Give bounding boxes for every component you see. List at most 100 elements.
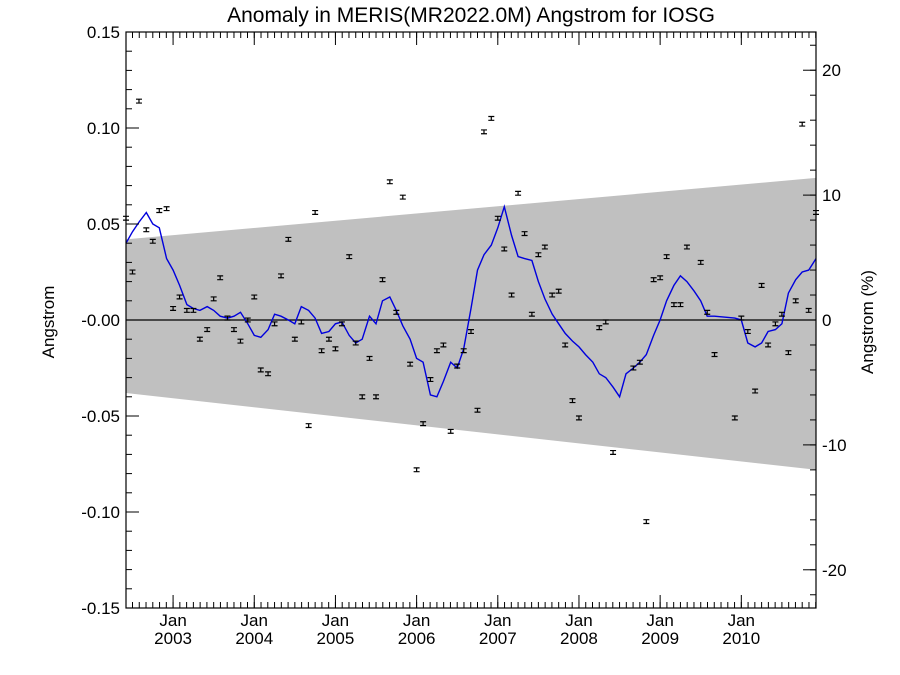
data-point xyxy=(494,215,501,221)
data-point xyxy=(460,348,467,354)
data-point xyxy=(799,121,806,127)
x-tick-year-label: 2004 xyxy=(235,629,273,648)
data-point xyxy=(508,292,515,298)
data-point xyxy=(413,467,420,473)
data-point xyxy=(278,273,285,279)
y2-tick-label: -10 xyxy=(822,436,847,455)
y2-tick-label: -20 xyxy=(822,561,847,580)
y-tick-label: -0.10 xyxy=(81,503,120,522)
data-point xyxy=(176,294,183,300)
data-point xyxy=(596,325,603,331)
x-tick-month-label: Jan xyxy=(484,611,511,630)
data-point xyxy=(528,311,535,317)
data-point xyxy=(569,398,576,404)
x-tick-month-label: Jan xyxy=(159,611,186,630)
data-point xyxy=(170,305,177,311)
data-point xyxy=(752,388,759,394)
data-point xyxy=(549,292,556,298)
x-tick-month-label: Jan xyxy=(728,611,755,630)
x-tick-year-label: 2008 xyxy=(560,629,598,648)
x-tick-year-label: 2007 xyxy=(479,629,517,648)
data-point xyxy=(711,352,718,358)
data-point xyxy=(291,336,298,342)
data-point xyxy=(265,371,272,377)
data-point xyxy=(285,236,292,242)
data-point xyxy=(636,359,643,365)
data-point xyxy=(210,296,217,302)
data-point xyxy=(196,336,203,342)
data-point xyxy=(298,319,305,325)
data-point xyxy=(610,449,617,455)
data-point xyxy=(602,319,609,325)
data-point xyxy=(630,365,637,371)
data-point xyxy=(251,294,258,300)
data-point xyxy=(359,394,366,400)
data-point xyxy=(190,307,197,313)
plot-area: 0.150.100.05-0.00-0.05-0.10-0.1520100-10… xyxy=(81,23,846,648)
x-tick-month-label: Jan xyxy=(322,611,349,630)
y2-tick-label: 0 xyxy=(822,311,831,330)
x-tick-year-label: 2010 xyxy=(722,629,760,648)
data-point xyxy=(163,206,170,212)
data-point xyxy=(420,421,427,427)
data-point xyxy=(312,209,319,215)
data-point xyxy=(156,208,163,214)
y-tick-label: 0.10 xyxy=(87,119,120,138)
data-point xyxy=(338,321,345,327)
data-point xyxy=(440,342,447,348)
data-point xyxy=(677,302,684,308)
data-point xyxy=(332,346,339,352)
data-point xyxy=(379,277,386,283)
data-point xyxy=(129,269,136,275)
data-point xyxy=(135,98,142,104)
data-point xyxy=(204,327,211,333)
data-point xyxy=(325,336,332,342)
x-tick-year-label: 2006 xyxy=(398,629,436,648)
data-point xyxy=(488,115,495,121)
data-point xyxy=(366,355,373,361)
data-point xyxy=(765,342,772,348)
x-tick-year-label: 2005 xyxy=(317,629,355,648)
data-point xyxy=(237,338,244,344)
y-tick-label: 0.15 xyxy=(87,23,120,42)
y2-axis-label: Angstrom (%) xyxy=(858,270,877,374)
y-axis-label: Angstrom xyxy=(39,286,58,359)
data-point xyxy=(738,315,745,321)
data-point xyxy=(657,275,664,281)
y-tick-label: 0.05 xyxy=(87,215,120,234)
data-point xyxy=(454,363,461,369)
y2-tick-label: 20 xyxy=(822,61,841,80)
data-point xyxy=(805,307,812,313)
data-point xyxy=(393,309,400,315)
data-point xyxy=(772,321,779,327)
data-point xyxy=(183,307,190,313)
data-point xyxy=(447,428,454,434)
data-point xyxy=(143,227,150,233)
data-point xyxy=(758,282,765,288)
data-point xyxy=(480,129,487,135)
x-tick-year-label: 2003 xyxy=(154,629,192,648)
data-point xyxy=(535,252,542,258)
data-point xyxy=(257,367,264,373)
data-point xyxy=(744,329,751,335)
data-point xyxy=(352,340,359,346)
uncertainty-band xyxy=(126,177,816,470)
data-point xyxy=(433,348,440,354)
data-point xyxy=(224,315,231,321)
data-point xyxy=(318,348,325,354)
x-tick-year-label: 2009 xyxy=(641,629,679,648)
data-point xyxy=(271,321,278,327)
data-point xyxy=(305,423,312,429)
data-point xyxy=(386,179,393,185)
data-point xyxy=(643,519,650,525)
data-point xyxy=(778,311,785,317)
data-point xyxy=(562,342,569,348)
data-point xyxy=(399,194,406,200)
data-point xyxy=(230,327,237,333)
data-point xyxy=(521,231,528,237)
data-point xyxy=(683,244,690,250)
data-point xyxy=(541,244,548,250)
data-point xyxy=(346,254,353,260)
data-point xyxy=(407,361,414,367)
x-tick-month-label: Jan xyxy=(403,611,430,630)
